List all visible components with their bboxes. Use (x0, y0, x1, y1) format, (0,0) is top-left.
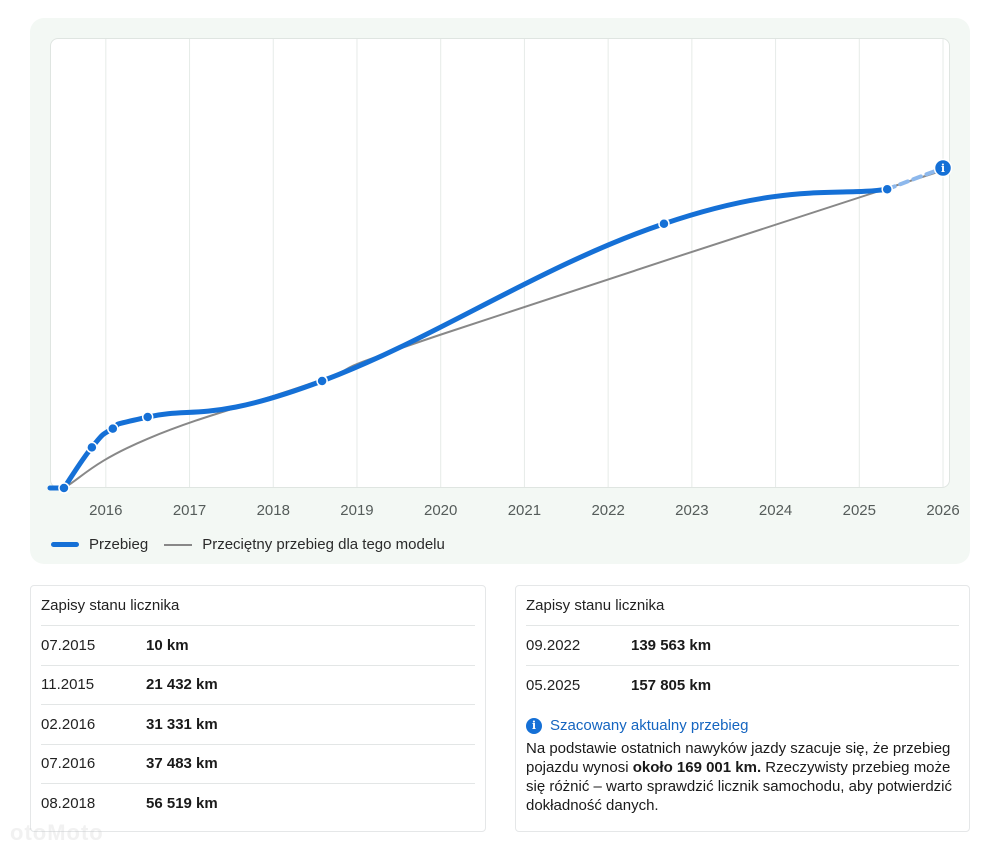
record-row: 07.2016 37 483 km (41, 745, 475, 784)
legend-swatch-average (164, 543, 193, 546)
estimate-info-icon (933, 158, 953, 178)
records-title: Zapisy stanu licznika (41, 586, 475, 626)
records-title: Zapisy stanu licznika (526, 586, 959, 626)
legend-swatch-mileage (51, 542, 79, 547)
x-tick-label: 2024 (759, 502, 792, 519)
record-value: 157 805 km (631, 676, 712, 694)
x-tick-label: 2020 (424, 502, 457, 519)
estimate-value: około 169 001 km. (632, 759, 762, 776)
legend-item-mileage: Przebieg (51, 536, 148, 553)
record-row: 11.2015 21 432 km (41, 666, 475, 705)
record-value: 139 563 km (631, 636, 712, 654)
x-tick-label: 2016 (89, 502, 122, 519)
data-point (107, 422, 119, 435)
record-row: 08.2018 56 519 km (41, 784, 475, 824)
series-line-average (63, 167, 951, 489)
data-point (316, 375, 328, 387)
record-date: 09.2022 (526, 636, 581, 654)
record-value: 21 432 km (146, 676, 218, 694)
legend-label-mileage: Przebieg (89, 536, 149, 553)
watermark-logo: otoMoto (10, 820, 104, 845)
record-value: 10 km (146, 636, 189, 654)
x-tick-label: 2017 (173, 502, 206, 519)
record-date: 11.2015 (41, 676, 95, 694)
odometer-records-right: Zapisy stanu licznika 09.2022 139 563 km… (515, 585, 970, 832)
record-date: 07.2016 (41, 755, 96, 773)
data-point (658, 217, 670, 230)
estimated-mileage-note: i Szacowany aktualny przebieg Na podstaw… (526, 705, 959, 815)
estimate-info-glyph: i (941, 162, 945, 175)
x-tick-label: 2023 (675, 502, 708, 519)
x-tick-label: 2018 (257, 502, 290, 519)
mileage-chart: 2016 2017 2018 2019 2020 2021 2022 2023 2024 2025… (47, 39, 960, 519)
data-point (86, 441, 98, 454)
legend-item-average: Przeciętny przebieg dla tego modelu (164, 536, 445, 553)
estimate-heading: i Szacowany aktualny przebieg (526, 717, 959, 734)
record-row: 09.2022 139 563 km (526, 626, 959, 666)
x-tick-label: 2021 (508, 502, 541, 519)
estimate-text-before: Na podstawie ostatnich nawyków jazdy sza… (526, 740, 951, 776)
record-value: 31 331 km (146, 715, 218, 733)
x-tick-label: 2025 (843, 502, 876, 519)
estimate-text-after: Rzeczywisty przebieg może się różnić – w… (526, 759, 953, 814)
record-date: 07.2015 (41, 636, 96, 654)
series-line-mileage (61, 186, 890, 491)
data-point (58, 482, 70, 494)
x-tick-label: 2022 (591, 502, 624, 519)
record-row: 05.2025 157 805 km (526, 666, 959, 706)
x-tick-label: 2026 (926, 502, 959, 519)
record-date: 02.2016 (41, 715, 96, 733)
estimate-description: Na podstawie ostatnich nawyków jazdy sza… (526, 739, 959, 815)
data-point (881, 183, 893, 195)
x-tick-label: 2019 (340, 502, 373, 519)
info-icon: i (526, 717, 542, 734)
record-date: 05.2025 (526, 676, 581, 694)
record-value: 56 519 km (146, 795, 218, 813)
record-date: 08.2018 (41, 795, 96, 813)
chart-legend: Przebieg Przeciętny przebieg dla tego mo… (51, 536, 461, 553)
odometer-records-left: Zapisy stanu licznika 07.2015 10 km 11.2… (30, 585, 486, 832)
mileage-chart-card: 2016 2017 2018 2019 2020 2021 2022 2023 2024 2025… (30, 18, 970, 564)
data-point (141, 411, 154, 423)
estimate-title: Szacowany aktualny przebieg (550, 717, 749, 734)
record-row: 02.2016 31 331 km (41, 705, 475, 745)
legend-label-average: Przeciętny przebieg dla tego modelu (202, 536, 445, 553)
series-estimate-dashed (885, 166, 946, 192)
record-row: 07.2015 10 km (41, 626, 475, 666)
record-value: 37 483 km (146, 755, 218, 773)
